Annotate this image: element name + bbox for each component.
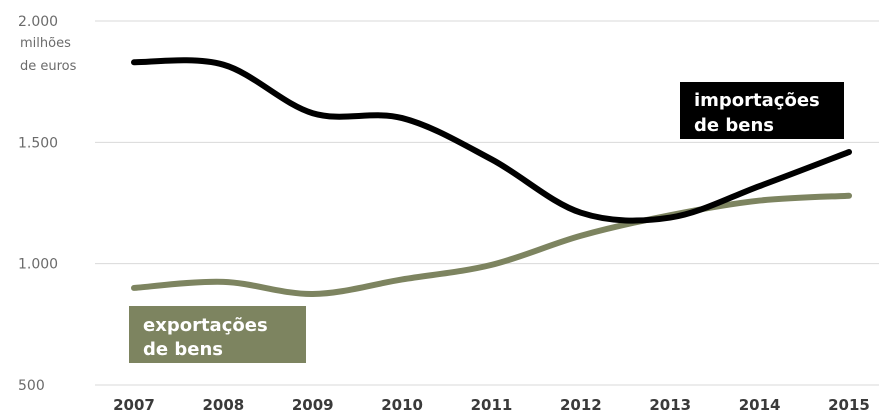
imports-data-point — [222, 64, 224, 66]
exports-data-point — [848, 195, 850, 197]
imports-series-label: importações de bens — [680, 82, 844, 139]
x-tick-label: 2010 — [381, 396, 423, 414]
exports-data-point — [222, 281, 224, 283]
imports-data-point — [491, 158, 492, 160]
exports-data-point — [401, 278, 403, 280]
exports-data-point — [491, 264, 492, 266]
x-tick-label: 2014 — [739, 396, 781, 414]
imports-data-point — [312, 112, 314, 114]
x-tick-label: 2012 — [560, 396, 602, 414]
exports-label-box — [129, 306, 306, 363]
gridlines — [95, 20, 879, 386]
y-tick-label: 1.000 — [18, 257, 58, 273]
x-axis-ticks: 2007 2008 2009 2010 2011 2012 2013 2014 2015 — [113, 396, 870, 414]
imports-data-point — [580, 212, 582, 214]
exports-series-line — [131, 192, 852, 298]
imports-label-line-2: de bens — [694, 115, 774, 136]
imports-data-point — [133, 61, 135, 63]
exports-data-point — [133, 287, 135, 289]
y-unit-label-line-1: milhões — [20, 36, 71, 51]
imports-data-point — [759, 185, 761, 187]
y-tick-label: 500 — [18, 378, 45, 394]
y-axis-ticks: 500 1.000 1.500 2.000 — [18, 14, 58, 394]
exports-data-point — [580, 235, 582, 237]
y-tick-label: 1.500 — [18, 135, 58, 151]
exports-label-line-2: de bens — [143, 339, 223, 360]
imports-data-point — [401, 117, 403, 119]
exports-data-point — [759, 200, 761, 202]
series-lines — [131, 57, 852, 298]
exports-series-label: exportações de bens — [129, 306, 306, 363]
x-tick-label: 2011 — [471, 396, 513, 414]
x-tick-label: 2009 — [292, 396, 334, 414]
y-tick-label: 2.000 — [18, 14, 58, 30]
x-tick-label: 2008 — [203, 396, 245, 414]
x-tick-label: 2015 — [828, 396, 870, 414]
imports-data-point — [848, 151, 850, 153]
imports-label-box — [680, 82, 844, 139]
exports-label-line-1: exportações — [143, 315, 268, 336]
x-tick-label: 2013 — [649, 396, 691, 414]
imports-data-point — [669, 217, 671, 219]
exports-data-point — [312, 293, 314, 295]
y-unit-label-line-2: de euros — [20, 59, 77, 74]
imports-label-line-1: importações — [694, 90, 820, 111]
x-tick-label: 2007 — [113, 396, 155, 414]
